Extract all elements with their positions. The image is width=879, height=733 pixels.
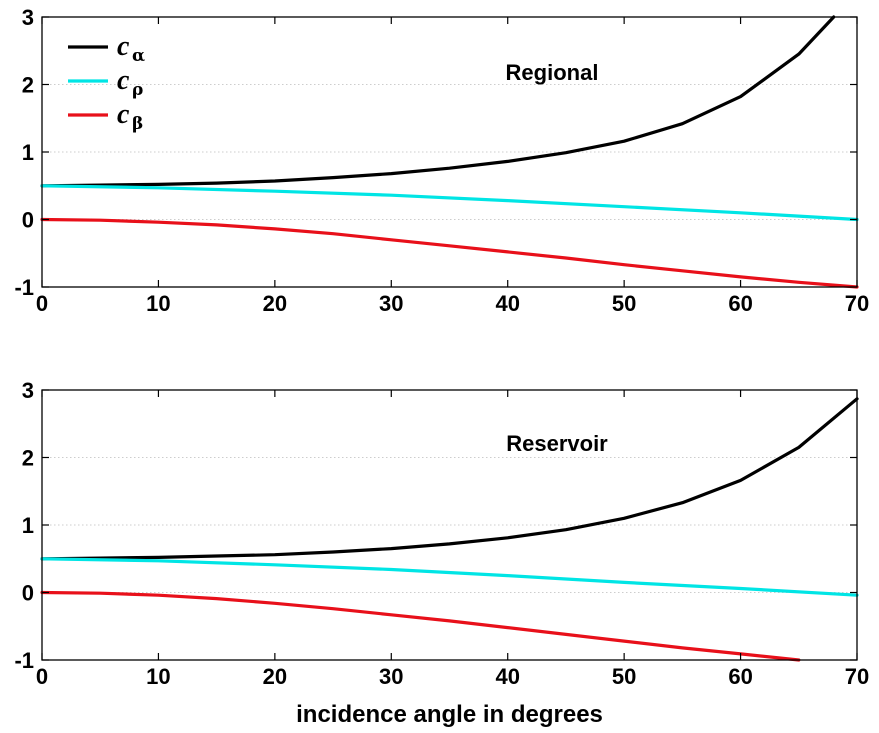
y-tick-label: -1: [14, 275, 34, 300]
x-tick-label: 20: [263, 664, 287, 689]
x-tick-label: 30: [379, 291, 403, 316]
legend-symbol: c: [117, 65, 130, 96]
x-tick-label: 10: [146, 664, 170, 689]
x-tick-label: 70: [845, 664, 869, 689]
x-tick-label: 40: [495, 291, 519, 316]
x-tick-label: 40: [495, 664, 519, 689]
panel-label: Reservoir: [506, 431, 608, 456]
x-tick-label: 30: [379, 664, 403, 689]
panel-label: Regional: [506, 60, 599, 85]
x-tick-label: 20: [263, 291, 287, 316]
legend: c αc ρc β: [68, 31, 145, 134]
x-tick-label: 70: [845, 291, 869, 316]
x-axis-label: incidence angle in degrees: [296, 701, 603, 728]
x-tick-label: 60: [728, 664, 752, 689]
legend-subscript: β: [132, 114, 143, 134]
y-tick-label: 1: [22, 513, 34, 538]
legend-subscript: ρ: [132, 80, 143, 100]
y-tick-label: 0: [22, 581, 34, 606]
series-line-rho: [40, 184, 859, 222]
x-tick-label: 0: [36, 291, 48, 316]
legend-symbol: c: [117, 31, 130, 62]
y-tick-label: 3: [22, 5, 34, 30]
legend-symbol: c: [117, 99, 130, 130]
series-line-beta: [40, 590, 801, 662]
series-line-alpha: [40, 397, 859, 561]
plot-panel-1: 0 10 20 30 40 50 60 70-10123Reservoirincidence …: [14, 378, 869, 728]
y-tick-label: 1: [22, 140, 34, 165]
legend-subscript: α: [132, 46, 145, 66]
x-tick-label: 0: [36, 664, 48, 689]
series-line-rho: [40, 557, 859, 597]
y-tick-label: 3: [22, 378, 34, 403]
series-line-alpha: [40, 15, 836, 188]
y-tick-label: 2: [22, 73, 34, 98]
y-tick-label: 0: [22, 208, 34, 233]
x-tick-label: 60: [728, 291, 752, 316]
x-tick-label: 50: [612, 664, 636, 689]
x-tick-label: 50: [612, 291, 636, 316]
y-tick-label: 2: [22, 446, 34, 471]
y-tick-label: -1: [14, 648, 34, 673]
x-tick-label: 10: [146, 291, 170, 316]
series-line-beta: [40, 217, 859, 289]
